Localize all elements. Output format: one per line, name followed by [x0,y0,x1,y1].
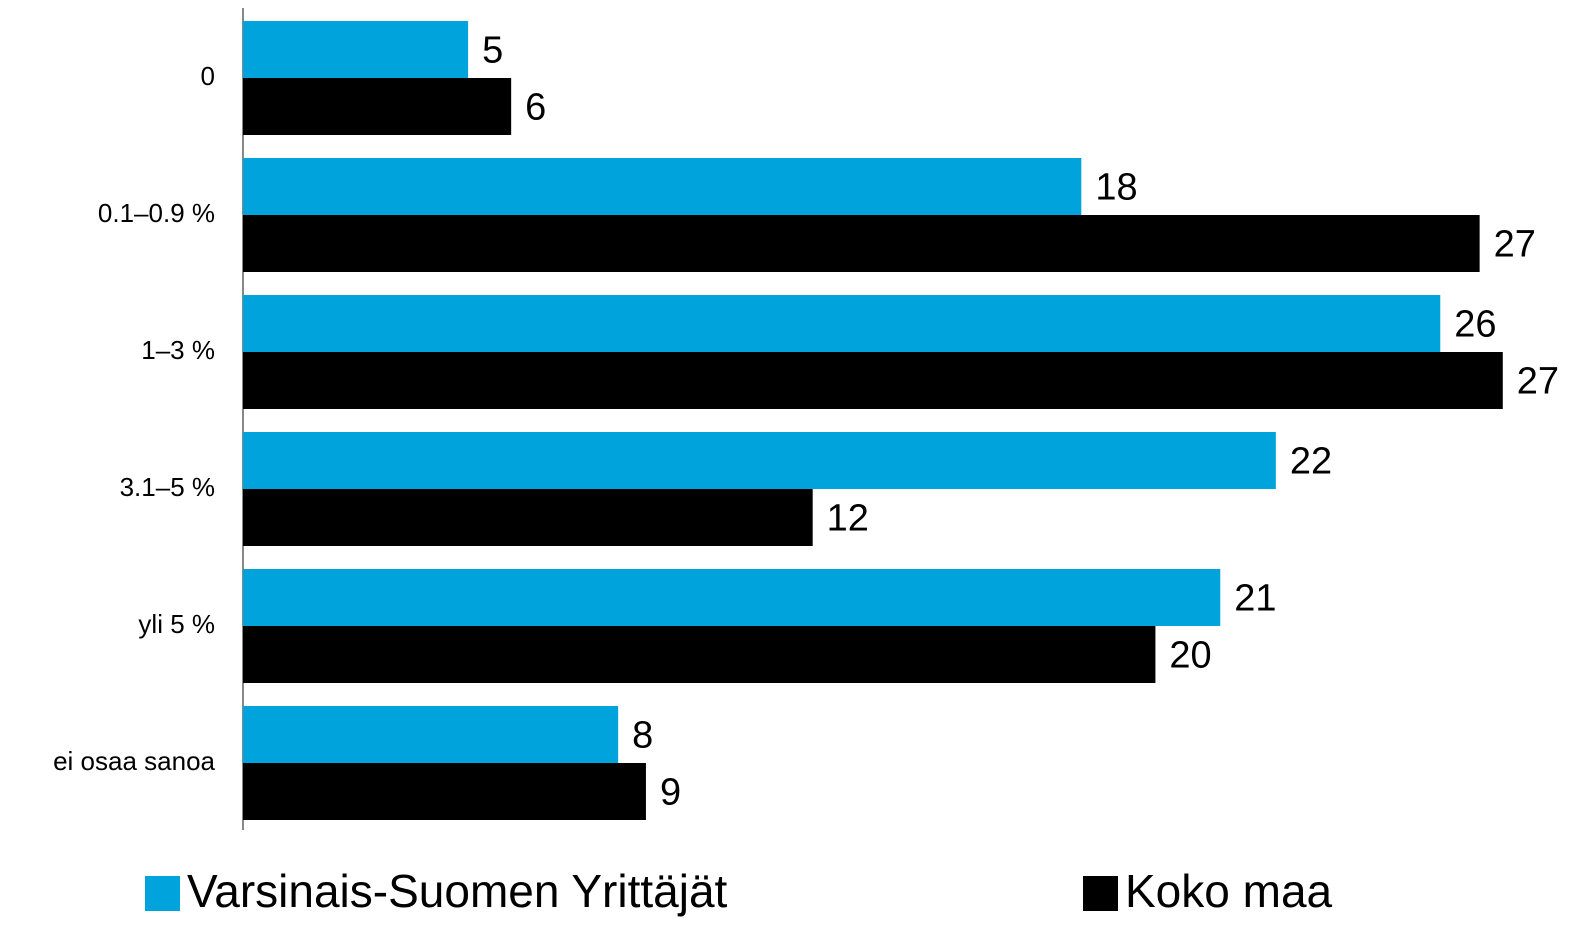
bar [243,295,1441,352]
bar [243,626,1156,683]
value-label: 27 [1494,224,1536,266]
bar [243,21,469,78]
bar [243,158,1082,215]
value-label: 12 [827,498,869,540]
value-label: 18 [1095,167,1137,209]
bar [243,78,512,135]
bar [243,569,1221,626]
value-label: 6 [525,87,546,129]
value-label: 20 [1169,635,1211,677]
bar [243,352,1503,409]
category-label: yli 5 % [138,609,215,639]
bar [243,215,1480,272]
bar [243,489,813,546]
category-label: 0.1–0.9 % [98,198,215,228]
legend-label: Koko maa [1125,865,1333,917]
value-label: 22 [1290,441,1332,483]
value-label: 21 [1234,578,1276,620]
category-label: 0 [201,61,215,91]
category-label: 3.1–5 % [120,472,215,502]
category-label: ei osaa sanoa [53,746,215,776]
legend-swatch [145,876,180,911]
category-label: 1–3 % [141,335,215,365]
legend-label: Varsinais-Suomen Yrittäjät [187,865,728,917]
value-label: 9 [660,772,681,814]
value-label: 5 [482,30,503,72]
value-label: 27 [1517,361,1559,403]
legend-swatch [1083,876,1118,911]
bar [243,763,646,820]
value-label: 26 [1454,304,1496,346]
value-label: 8 [632,715,653,757]
bar [243,432,1276,489]
bar [243,706,619,763]
